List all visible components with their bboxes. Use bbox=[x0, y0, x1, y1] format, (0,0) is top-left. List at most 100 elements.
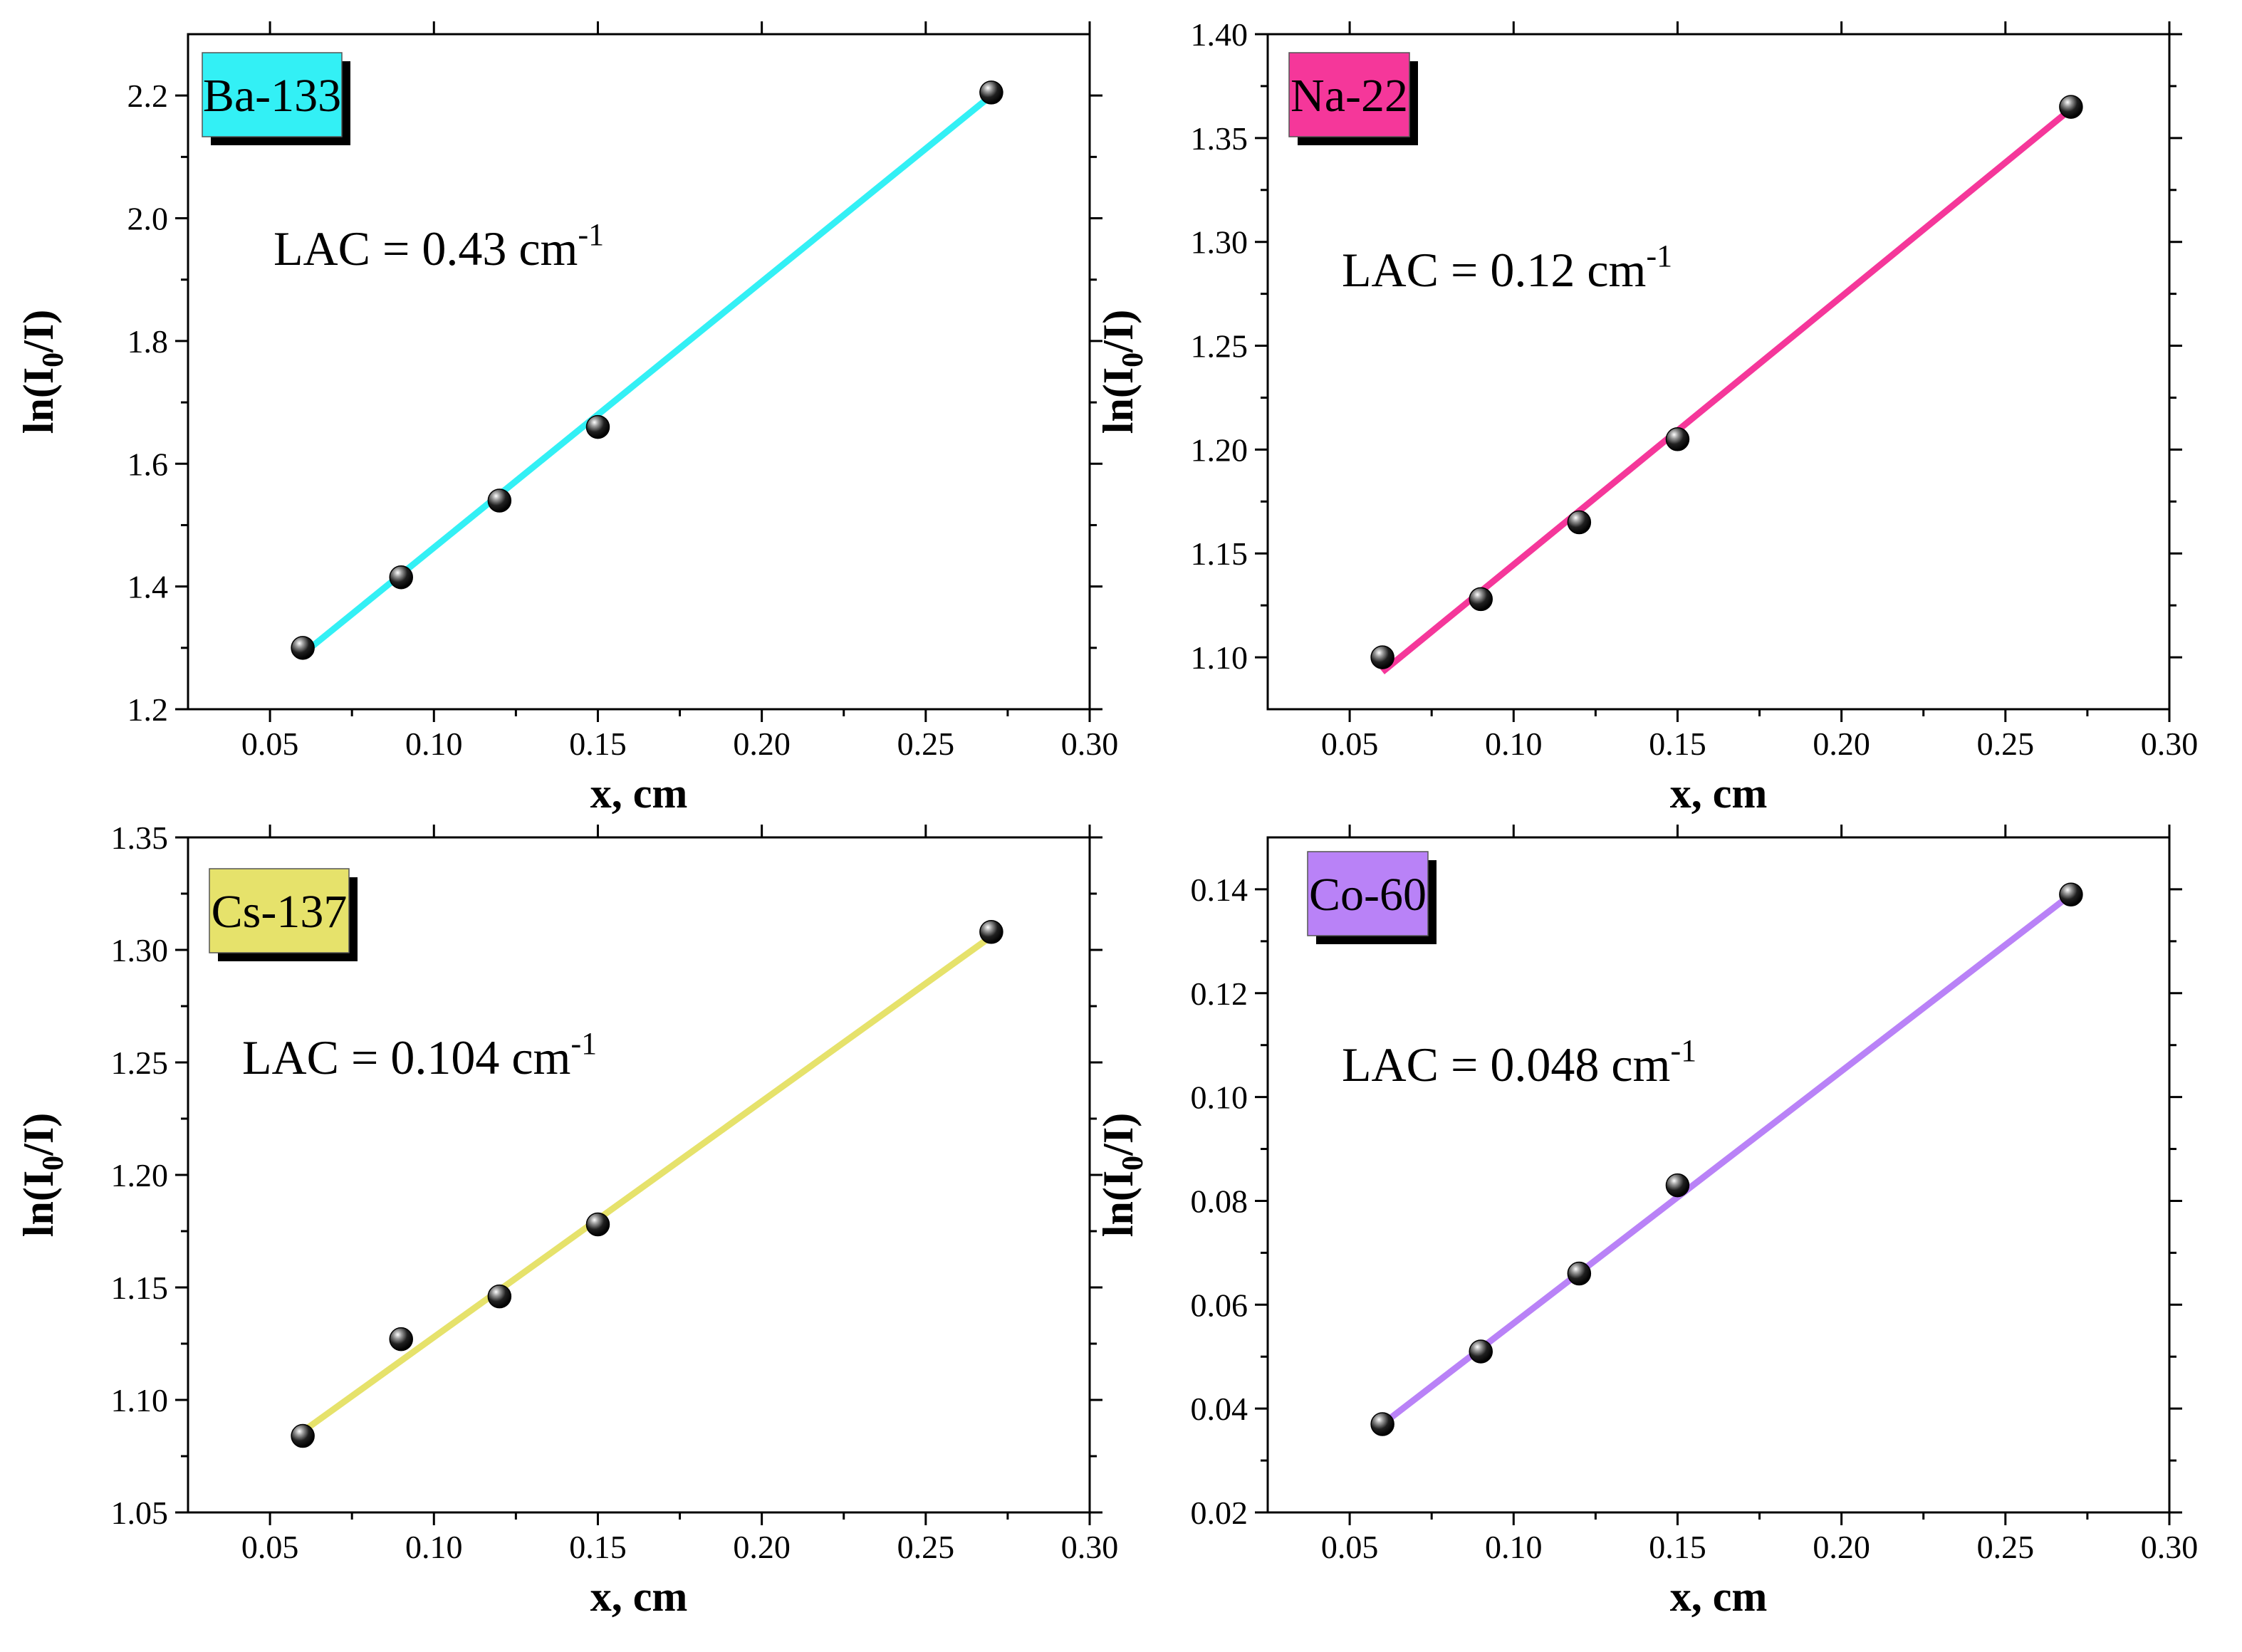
x-tick-label: 0.20 bbox=[1813, 726, 1870, 762]
x-tick-label: 0.20 bbox=[1813, 1529, 1870, 1565]
data-point bbox=[1370, 1412, 1394, 1436]
title-tag bbox=[209, 868, 350, 953]
x-tick-label: 0.20 bbox=[733, 1529, 791, 1565]
data-point bbox=[585, 414, 610, 439]
data-point bbox=[1469, 587, 1493, 612]
y-tick-label: 1.20 bbox=[1191, 432, 1248, 468]
x-axis-title: x, cm bbox=[590, 770, 688, 817]
x-tick-label: 0.30 bbox=[1061, 726, 1119, 762]
lac-annotation: LAC = 0.12 cm-1 bbox=[1342, 239, 1672, 297]
data-point bbox=[389, 565, 413, 590]
data-point bbox=[1665, 1173, 1690, 1198]
data-point bbox=[487, 1284, 512, 1309]
fit-line bbox=[1380, 106, 2073, 674]
x-axis-title: x, cm bbox=[1670, 1573, 1768, 1620]
y-tick-label: 1.8 bbox=[127, 323, 169, 360]
data-point bbox=[1665, 427, 1690, 451]
fit-line bbox=[301, 934, 994, 1434]
y-tick-label: 1.10 bbox=[1191, 639, 1248, 676]
x-tick-label: 0.10 bbox=[405, 1529, 463, 1565]
y-tick-label: 1.05 bbox=[111, 1495, 169, 1531]
y-tick-label: 1.25 bbox=[1191, 328, 1248, 365]
chart-panel-bottom-right: 0.05 0.10 0.15 0.20 0.25 0.30 0.02 0.04 0.06 0.08… bbox=[1095, 825, 2198, 1620]
title-tag bbox=[202, 52, 343, 137]
y-tick-label: 0.12 bbox=[1191, 976, 1248, 1012]
y-tick-label: 1.20 bbox=[111, 1157, 169, 1193]
y-tick-label: 1.35 bbox=[111, 820, 169, 856]
x-tick-label: 0.25 bbox=[897, 1529, 955, 1565]
data-point bbox=[2059, 882, 2083, 906]
title-tag-label: Ba-133 bbox=[203, 70, 341, 122]
x-tick-label: 0.05 bbox=[241, 726, 299, 762]
title-tag-label: Co-60 bbox=[1309, 869, 1427, 921]
y-tick-label: 2.0 bbox=[127, 201, 169, 237]
lac-annotation: LAC = 0.104 cm-1 bbox=[242, 1026, 597, 1084]
data-point bbox=[585, 1212, 610, 1237]
y-tick-label: 1.30 bbox=[111, 932, 169, 968]
y-axis-title: ln(I0/I) bbox=[1095, 310, 1149, 434]
y-tick-label: 1.4 bbox=[127, 569, 169, 605]
data-point bbox=[1370, 645, 1394, 669]
data-point bbox=[389, 1327, 413, 1352]
lac-annotation: LAC = 0.43 cm-1 bbox=[273, 217, 604, 276]
y-tick-label: 1.15 bbox=[1191, 535, 1248, 572]
x-tick-label: 0.05 bbox=[1321, 726, 1379, 762]
x-tick-label: 0.05 bbox=[1321, 1529, 1379, 1565]
data-point bbox=[291, 636, 315, 660]
x-tick-label: 0.25 bbox=[1977, 1529, 2035, 1565]
y-tick-label: 0.04 bbox=[1191, 1391, 1248, 1427]
data-point bbox=[1567, 510, 1592, 535]
y-axis-title: ln(I0/I) bbox=[15, 1113, 70, 1237]
x-tick-label: 0.25 bbox=[1977, 726, 2035, 762]
data-point bbox=[487, 488, 512, 513]
data-point bbox=[979, 919, 1003, 944]
title-tag-label: Na-22 bbox=[1291, 70, 1408, 122]
plot-frame bbox=[1266, 33, 2171, 711]
y-tick-label: 0.02 bbox=[1191, 1495, 1248, 1531]
y-tick-label: 0.06 bbox=[1191, 1287, 1248, 1323]
fit-line bbox=[1380, 892, 2073, 1427]
y-tick-label: 1.35 bbox=[1191, 120, 1248, 157]
y-tick-label: 1.2 bbox=[127, 691, 169, 728]
lac-annotation: LAC = 0.048 cm-1 bbox=[1342, 1033, 1696, 1092]
y-tick-label: 0.14 bbox=[1191, 872, 1248, 908]
x-tick-label: 0.15 bbox=[569, 726, 627, 762]
y-tick-label: 2.2 bbox=[127, 78, 169, 114]
plot-frame bbox=[187, 33, 1091, 711]
y-tick-label: 0.10 bbox=[1191, 1079, 1248, 1116]
fit-line bbox=[301, 93, 994, 657]
chart-panel-bottom-left: 0.05 0.10 0.15 0.20 0.25 0.30 1.05 1.10 1.15 1.20… bbox=[15, 820, 1118, 1620]
title-tag bbox=[1288, 52, 1410, 137]
y-axis-title: ln(I0/I) bbox=[15, 310, 70, 434]
data-point bbox=[1567, 1261, 1592, 1286]
y-tick-label: 1.25 bbox=[111, 1045, 169, 1081]
x-tick-label: 0.15 bbox=[1649, 726, 1706, 762]
data-point bbox=[1469, 1339, 1493, 1364]
x-tick-label: 0.05 bbox=[241, 1529, 299, 1565]
x-tick-label: 0.15 bbox=[1649, 1529, 1706, 1565]
x-tick-label: 0.10 bbox=[1485, 1529, 1543, 1565]
y-tick-label: 1.40 bbox=[1191, 16, 1248, 53]
x-tick-label: 0.30 bbox=[2141, 1529, 2199, 1565]
x-tick-label: 0.15 bbox=[569, 1529, 627, 1565]
x-tick-label: 0.20 bbox=[733, 726, 791, 762]
x-tick-label: 0.30 bbox=[2141, 726, 2199, 762]
x-axis-title: x, cm bbox=[1670, 770, 1768, 817]
chart-panel-top-right: 0.05 0.10 0.15 0.20 0.25 0.30 1.10 1.15 1.20 1.25… bbox=[1095, 16, 2198, 817]
y-axis-title: ln(I0/I) bbox=[1095, 1113, 1149, 1237]
x-tick-label: 0.10 bbox=[405, 726, 463, 762]
title-tag bbox=[1307, 851, 1429, 936]
x-tick-label: 0.10 bbox=[1485, 726, 1543, 762]
chart-panel-top-left: 0.05 0.10 0.15 0.20 0.25 0.30 1.2 1.4 1.6 1.8 2.0 2… bbox=[15, 21, 1118, 817]
plot-frame bbox=[1266, 836, 2171, 1514]
data-point bbox=[291, 1423, 315, 1448]
data-point bbox=[979, 80, 1003, 105]
y-tick-label: 1.6 bbox=[127, 446, 169, 482]
y-tick-label: 1.10 bbox=[111, 1382, 169, 1418]
x-tick-label: 0.25 bbox=[897, 726, 955, 762]
data-point bbox=[2059, 95, 2083, 119]
y-tick-label: 1.30 bbox=[1191, 224, 1248, 261]
y-tick-label: 1.15 bbox=[111, 1270, 169, 1306]
y-tick-label: 0.08 bbox=[1191, 1183, 1248, 1219]
